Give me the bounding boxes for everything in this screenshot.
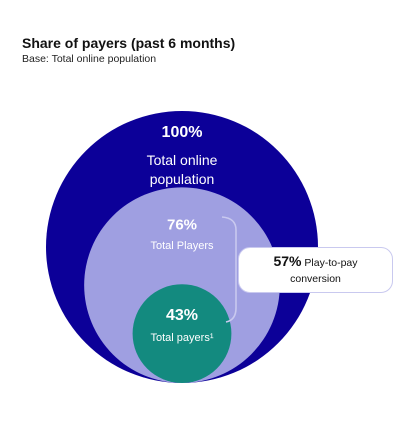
circle [132, 284, 232, 383]
annotation-value: 57% [273, 253, 302, 269]
category-label: Total online population [146, 152, 218, 187]
annotation-text: Play-to-pay conversion [290, 257, 358, 285]
annotation: 57% Play-to-pay conversion [257, 253, 375, 287]
chart-subtitle: Base: Total online population [22, 53, 157, 65]
category-label: Total payers¹ [150, 332, 214, 345]
value-label: 100% [161, 124, 203, 141]
annotation-box: 57% Play-to-pay conversion [238, 247, 393, 293]
category-label: Total Players [150, 240, 214, 253]
bracket [221, 216, 237, 323]
chart-title: Share of payers (past 6 months) [22, 35, 236, 51]
value-label: 76% [166, 216, 198, 234]
value-label: 43% [165, 307, 199, 325]
